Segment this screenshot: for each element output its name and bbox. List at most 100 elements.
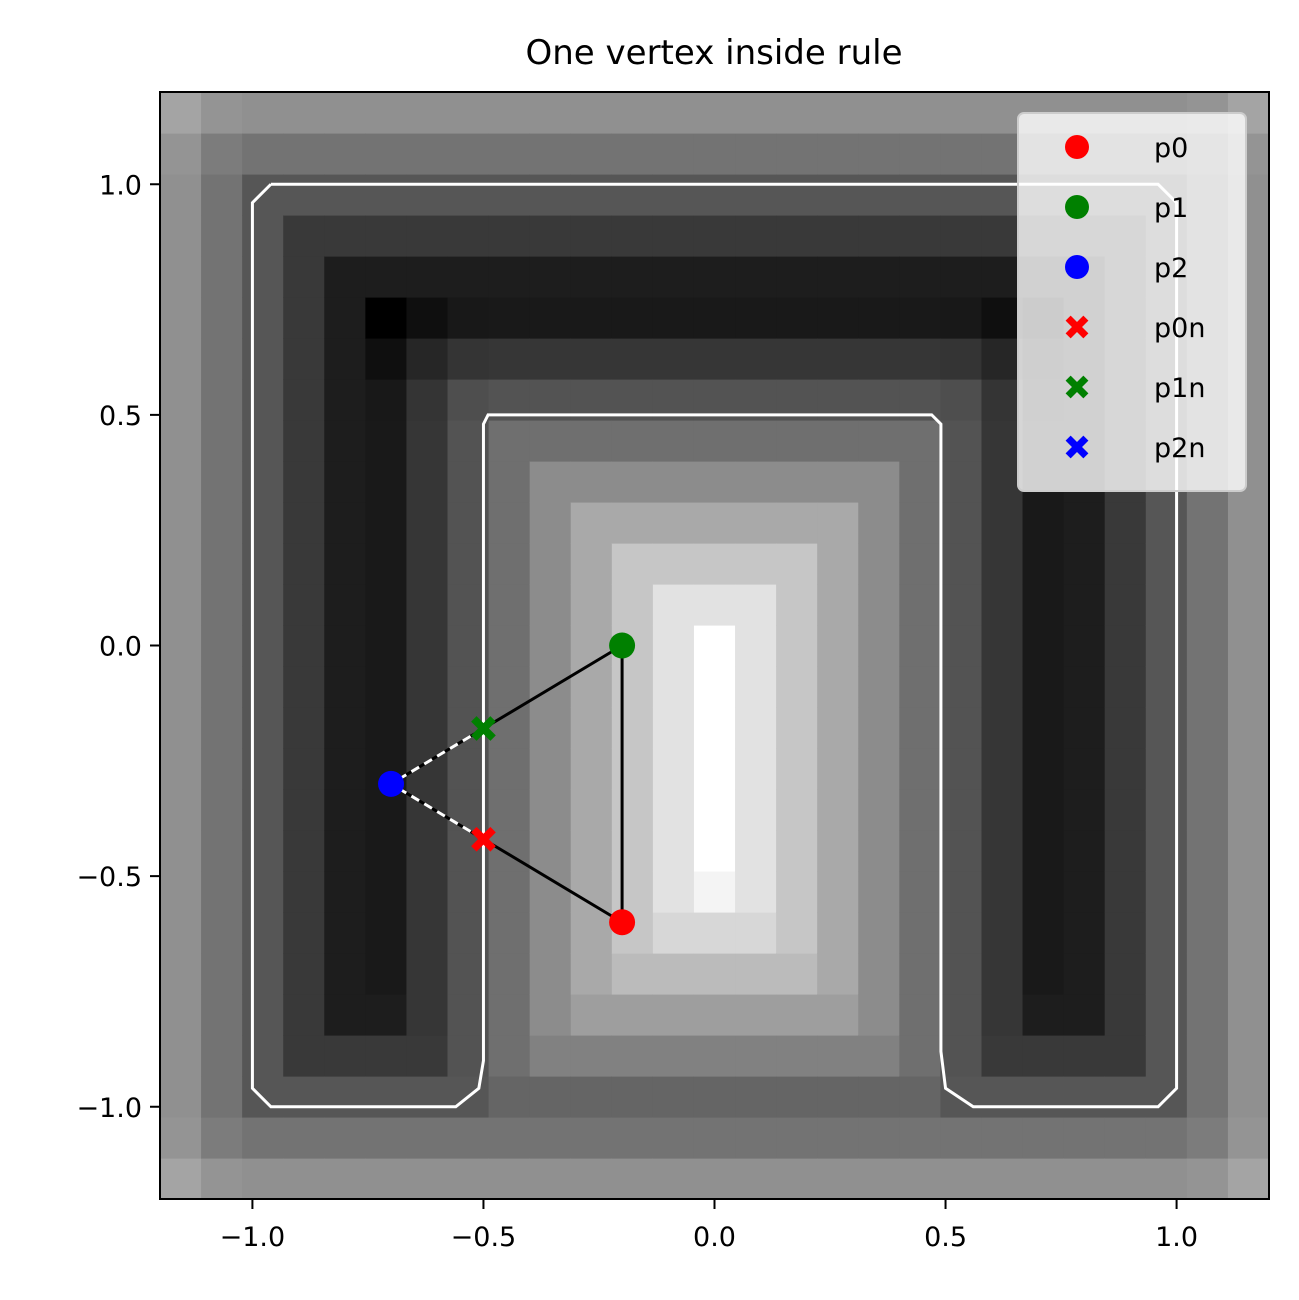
- field-cell: [858, 748, 900, 790]
- field-cell: [160, 92, 202, 134]
- field-cell: [1227, 543, 1269, 585]
- field-cell: [529, 1158, 572, 1199]
- field-cell: [858, 133, 900, 175]
- field-cell: [693, 133, 736, 175]
- field-cell: [242, 625, 284, 667]
- field-cell: [283, 92, 325, 134]
- field-cell: [735, 625, 777, 667]
- field-cell: [529, 1117, 572, 1159]
- field-cell: [611, 1158, 654, 1199]
- field-cell: [858, 174, 900, 216]
- field-cell: [981, 256, 1024, 298]
- x-tick-label: 1.0: [1155, 1222, 1198, 1253]
- field-cell: [1145, 1035, 1188, 1077]
- field-cell: [1104, 994, 1147, 1036]
- field-cell: [981, 994, 1024, 1036]
- field-cell: [365, 133, 408, 175]
- legend-label-p2n: p2n: [1154, 433, 1205, 464]
- field-cell: [611, 953, 654, 995]
- field-cell: [981, 420, 1024, 462]
- field-cell: [529, 133, 572, 175]
- field-cell: [488, 584, 531, 626]
- field-cell: [365, 994, 408, 1036]
- field-cell: [1186, 666, 1229, 708]
- field-cell: [570, 174, 613, 216]
- field-cell: [693, 1117, 736, 1159]
- field-cell: [488, 1035, 531, 1077]
- field-cell: [283, 1076, 325, 1118]
- field-cell: [201, 666, 243, 708]
- field-cell: [817, 133, 859, 175]
- field-cell: [365, 584, 408, 626]
- field-cell: [735, 953, 777, 995]
- field-cell: [981, 1158, 1024, 1199]
- field-cell: [858, 502, 900, 544]
- field-cell: [817, 420, 859, 462]
- field-cell: [488, 543, 531, 585]
- field-cell: [1186, 502, 1229, 544]
- field-cell: [365, 707, 408, 749]
- field-cell: [447, 256, 490, 298]
- field-cell: [447, 1158, 490, 1199]
- field-cell: [406, 625, 449, 667]
- field-cell: [735, 461, 777, 503]
- field-cell: [242, 1117, 284, 1159]
- field-cell: [858, 1117, 900, 1159]
- field-cell: [160, 789, 202, 831]
- field-cell: [406, 1035, 449, 1077]
- field-cell: [693, 994, 736, 1036]
- field-cell: [611, 666, 654, 708]
- field-cell: [940, 543, 983, 585]
- y-tick-label: 1.0: [99, 170, 142, 201]
- field-cell: [365, 625, 408, 667]
- field-cell: [324, 379, 366, 421]
- field-cell: [776, 543, 818, 585]
- field-cell: [1022, 543, 1065, 585]
- field-cell: [201, 174, 243, 216]
- field-cell: [570, 830, 613, 872]
- field-cell: [776, 830, 818, 872]
- field-cell: [283, 871, 325, 913]
- field-cell: [447, 215, 490, 257]
- field-cell: [652, 666, 695, 708]
- field-cell: [776, 256, 818, 298]
- field-cell: [776, 1035, 818, 1077]
- field-cell: [365, 174, 408, 216]
- field-cell: [529, 1035, 572, 1077]
- field-cell: [529, 789, 572, 831]
- field-cell: [242, 871, 284, 913]
- field-cell: [735, 338, 777, 380]
- field-cell: [1063, 953, 1106, 995]
- field-cell: [611, 871, 654, 913]
- field-cell: [735, 543, 777, 585]
- field-cell: [858, 789, 900, 831]
- field-cell: [899, 830, 942, 872]
- field-cell: [611, 1117, 654, 1159]
- field-cell: [1022, 953, 1065, 995]
- field-cell: [406, 1158, 449, 1199]
- x-tick-label: 0.0: [693, 1222, 736, 1253]
- field-cell: [488, 625, 531, 667]
- field-cell: [570, 707, 613, 749]
- legend-marker-p1n: [1065, 375, 1089, 399]
- field-cell: [283, 174, 325, 216]
- field-cell: [160, 420, 202, 462]
- field-cell: [160, 256, 202, 298]
- field-cell: [160, 543, 202, 585]
- field-cell: [735, 871, 777, 913]
- field-cell: [242, 461, 284, 503]
- field-cell: [735, 1117, 777, 1159]
- field-cell: [365, 666, 408, 708]
- field-cell: [940, 297, 983, 339]
- field-cell: [1145, 789, 1188, 831]
- legend-label-p1: p1: [1154, 193, 1188, 224]
- field-cell: [652, 748, 695, 790]
- field-cell: [406, 994, 449, 1036]
- field-cell: [899, 871, 942, 913]
- field-cell: [1145, 953, 1188, 995]
- field-cell: [1227, 584, 1269, 626]
- field-cell: [940, 92, 983, 134]
- field-cell: [817, 1076, 859, 1118]
- field-cell: [858, 830, 900, 872]
- field-cell: [735, 666, 777, 708]
